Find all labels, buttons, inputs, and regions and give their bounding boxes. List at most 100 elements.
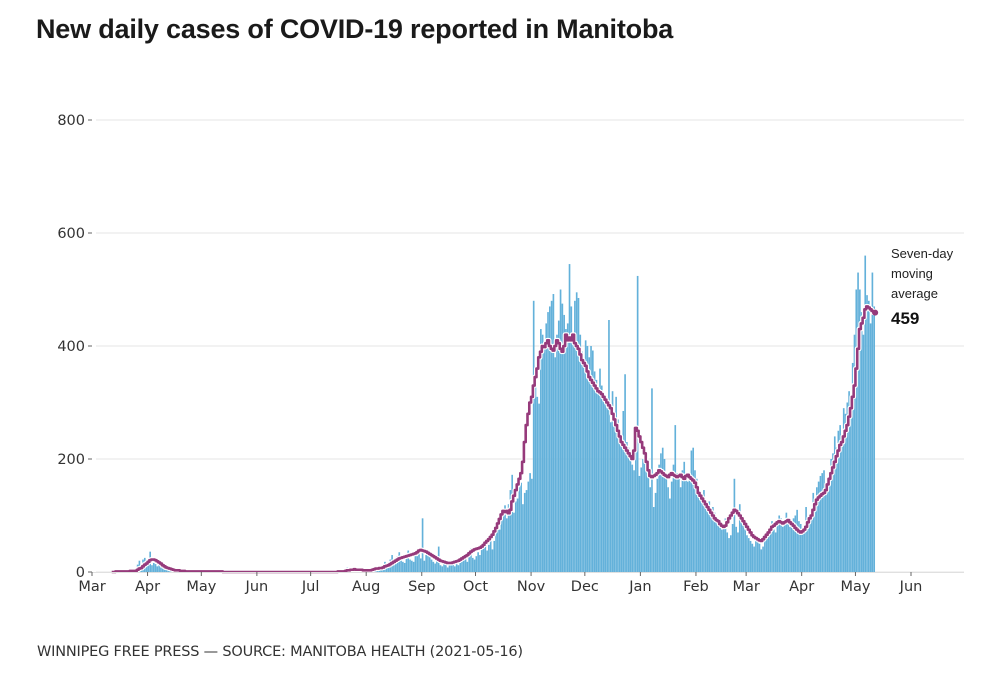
bar xyxy=(595,379,598,572)
bar xyxy=(688,475,691,572)
bar xyxy=(647,470,650,572)
bar-series xyxy=(111,255,876,573)
y-tick-label: 600 xyxy=(57,226,85,242)
y-tick-label: 200 xyxy=(57,452,85,468)
bar xyxy=(541,334,544,572)
bar xyxy=(486,550,488,572)
bar xyxy=(556,334,558,572)
bar xyxy=(405,557,408,573)
bar xyxy=(821,473,824,573)
bar xyxy=(764,540,766,572)
bar xyxy=(385,567,388,572)
bar xyxy=(419,558,422,572)
bar xyxy=(685,473,687,573)
bar xyxy=(597,391,600,572)
bar xyxy=(629,453,632,572)
bar xyxy=(669,498,671,572)
bar xyxy=(751,543,754,572)
bar xyxy=(814,498,816,572)
bar xyxy=(152,562,155,572)
bar xyxy=(695,478,698,572)
bar xyxy=(167,570,169,572)
bar xyxy=(566,323,569,572)
bar xyxy=(160,567,162,572)
bar xyxy=(540,329,542,572)
bar xyxy=(769,526,772,572)
bar xyxy=(715,518,718,572)
bar xyxy=(380,569,383,572)
bar xyxy=(848,391,850,572)
bar xyxy=(855,289,858,572)
bar xyxy=(839,425,841,572)
bar xyxy=(427,550,429,572)
bar xyxy=(163,569,166,572)
bar xyxy=(713,512,716,572)
bar xyxy=(590,346,592,572)
x-tick-label: Dec xyxy=(571,579,599,595)
bar xyxy=(676,473,678,573)
bar xyxy=(606,408,608,572)
bar xyxy=(686,481,689,572)
x-tick-label: Jun xyxy=(899,579,923,595)
bar xyxy=(561,303,564,573)
bar xyxy=(618,430,621,572)
x-tick-label: May xyxy=(186,579,216,595)
bar xyxy=(744,529,746,573)
bar xyxy=(509,490,512,572)
bar xyxy=(694,470,696,572)
bar xyxy=(726,532,729,572)
bar xyxy=(604,402,607,572)
bar xyxy=(864,255,867,572)
bar xyxy=(448,565,451,572)
y-tick-label: 0 xyxy=(76,565,85,581)
bar xyxy=(400,560,402,572)
bar xyxy=(735,526,738,572)
bar xyxy=(683,461,686,572)
bar xyxy=(871,272,874,572)
x-tick-label: Mar xyxy=(78,579,105,595)
bar xyxy=(690,450,693,572)
bar xyxy=(835,447,838,572)
x-tick-label: Feb xyxy=(683,579,709,595)
bar xyxy=(592,350,594,572)
bar xyxy=(674,425,677,572)
bar xyxy=(527,481,530,572)
bar xyxy=(706,509,709,572)
bar xyxy=(704,504,707,572)
bar xyxy=(398,552,401,572)
bar xyxy=(722,526,725,572)
bar xyxy=(462,559,465,572)
bar xyxy=(583,362,585,572)
bar xyxy=(635,436,637,572)
bar xyxy=(805,507,807,572)
bar xyxy=(633,470,635,572)
bar xyxy=(771,521,773,572)
x-tick-label: Jul xyxy=(301,579,320,595)
bar xyxy=(790,521,793,572)
x-axis: Mar Apr May Jun Jul Aug Sep Oct Nov Dec Jan Feb Mar A… xyxy=(78,572,964,595)
bar xyxy=(393,565,395,572)
bar xyxy=(636,275,639,572)
bar xyxy=(860,312,863,572)
bar xyxy=(649,487,651,572)
bar xyxy=(617,419,619,572)
bar xyxy=(409,559,411,572)
bar xyxy=(547,312,549,572)
bar xyxy=(842,408,845,572)
bar xyxy=(615,396,617,572)
bar xyxy=(850,410,852,572)
bar xyxy=(468,555,470,572)
bar xyxy=(642,459,644,572)
bar xyxy=(518,487,521,572)
bar xyxy=(767,532,770,572)
bar xyxy=(432,561,435,572)
bar xyxy=(613,413,616,572)
bar xyxy=(749,540,752,572)
bar xyxy=(477,552,479,572)
bar xyxy=(654,492,657,572)
bar xyxy=(574,300,576,572)
bar xyxy=(403,562,406,572)
bar xyxy=(753,546,755,572)
bar xyxy=(577,297,580,572)
bar xyxy=(568,264,571,572)
